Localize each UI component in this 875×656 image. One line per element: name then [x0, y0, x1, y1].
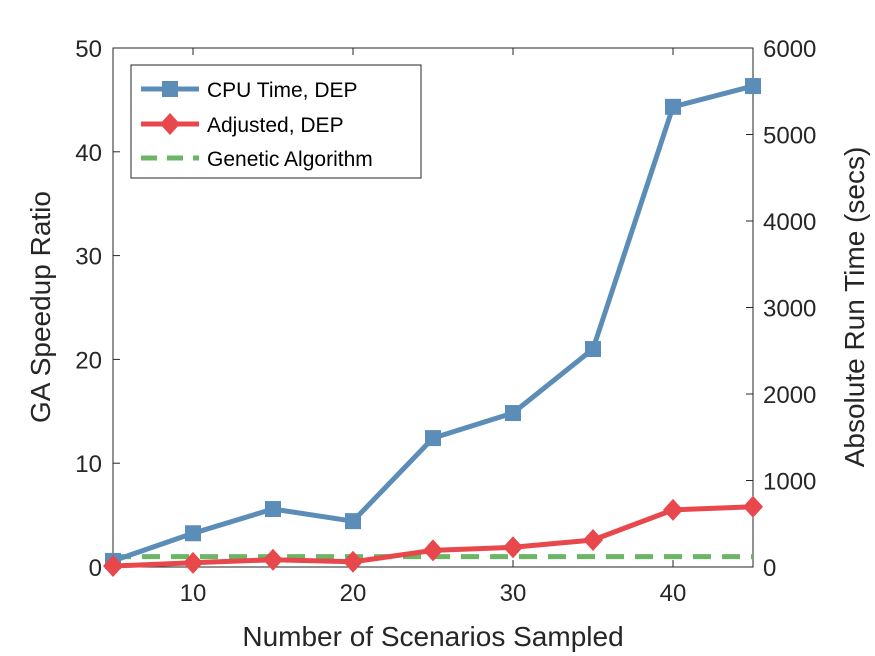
y2-tick-label: 0	[763, 555, 776, 582]
legend-entry-adjusted: Adjusted, DEP	[141, 113, 344, 137]
x-tick-label: 30	[500, 580, 527, 607]
y2-axis-label: Absolute Run Time (secs)	[839, 147, 870, 468]
x-tick-label: 20	[340, 580, 367, 607]
data-point-cpu-time-dep	[665, 98, 681, 115]
data-point-cpu-time-dep	[505, 405, 521, 422]
y2-tick-label: 1000	[763, 469, 816, 496]
data-point-adjusted-dep	[423, 539, 443, 562]
x-tick-label: 10	[180, 580, 207, 607]
data-point-adjusted-dep	[103, 554, 123, 577]
legend-marker-diamond	[160, 113, 180, 135]
y2-tick-label: 4000	[763, 209, 816, 236]
data-point-adjusted-dep	[743, 495, 763, 518]
legend: CPU Time, DEP Adjusted, DEP Genetic Algo…	[130, 64, 422, 179]
legend-entry-genetic-algorithm: Genetic Algorithm	[141, 148, 373, 171]
y-tick-label: 30	[75, 244, 102, 271]
y2-tick-label: 5000	[763, 123, 816, 150]
x-axis-label: Number of Scenarios Sampled	[242, 621, 623, 652]
data-point-adjusted-dep	[263, 548, 283, 571]
data-point-cpu-time-dep	[425, 430, 441, 447]
y-tick-label: 50	[75, 36, 102, 63]
y-tick-label: 40	[75, 140, 102, 167]
y-axis-label: GA Speedup Ratio	[25, 191, 56, 423]
legend-label-genetic-algorithm: Genetic Algorithm	[207, 148, 373, 171]
data-point-cpu-time-dep	[265, 501, 281, 518]
data-point-cpu-time-dep	[585, 341, 601, 358]
legend-marker-square	[162, 81, 178, 97]
data-point-cpu-time-dep	[745, 78, 761, 95]
y2-tick-label: 6000	[763, 36, 816, 63]
series-layer	[103, 78, 763, 577]
x-tick-label: 40	[660, 580, 687, 607]
data-point-adjusted-dep	[343, 550, 363, 573]
legend-entry-cpu-time: CPU Time, DEP	[141, 79, 358, 102]
legend-label-adjusted: Adjusted, DEP	[207, 114, 344, 137]
y-tick-label: 20	[75, 347, 102, 374]
y-tick-label: 0	[89, 555, 102, 582]
data-point-cpu-time-dep	[185, 525, 201, 542]
data-point-cpu-time-dep	[345, 513, 361, 530]
legend-label-cpu-time: CPU Time, DEP	[207, 79, 358, 102]
data-point-adjusted-dep	[663, 498, 683, 521]
data-point-adjusted-dep	[503, 536, 523, 559]
y2-tick-label: 2000	[763, 382, 816, 409]
axis-ticks: 10 20 30 40 0 10 20 30 40 50 0 1000 2000 3000 4000 5000…	[75, 36, 816, 607]
data-point-adjusted-dep	[183, 551, 203, 574]
data-point-adjusted-dep	[583, 529, 603, 552]
y2-tick-label: 3000	[763, 296, 816, 323]
y-tick-label: 10	[75, 451, 102, 478]
